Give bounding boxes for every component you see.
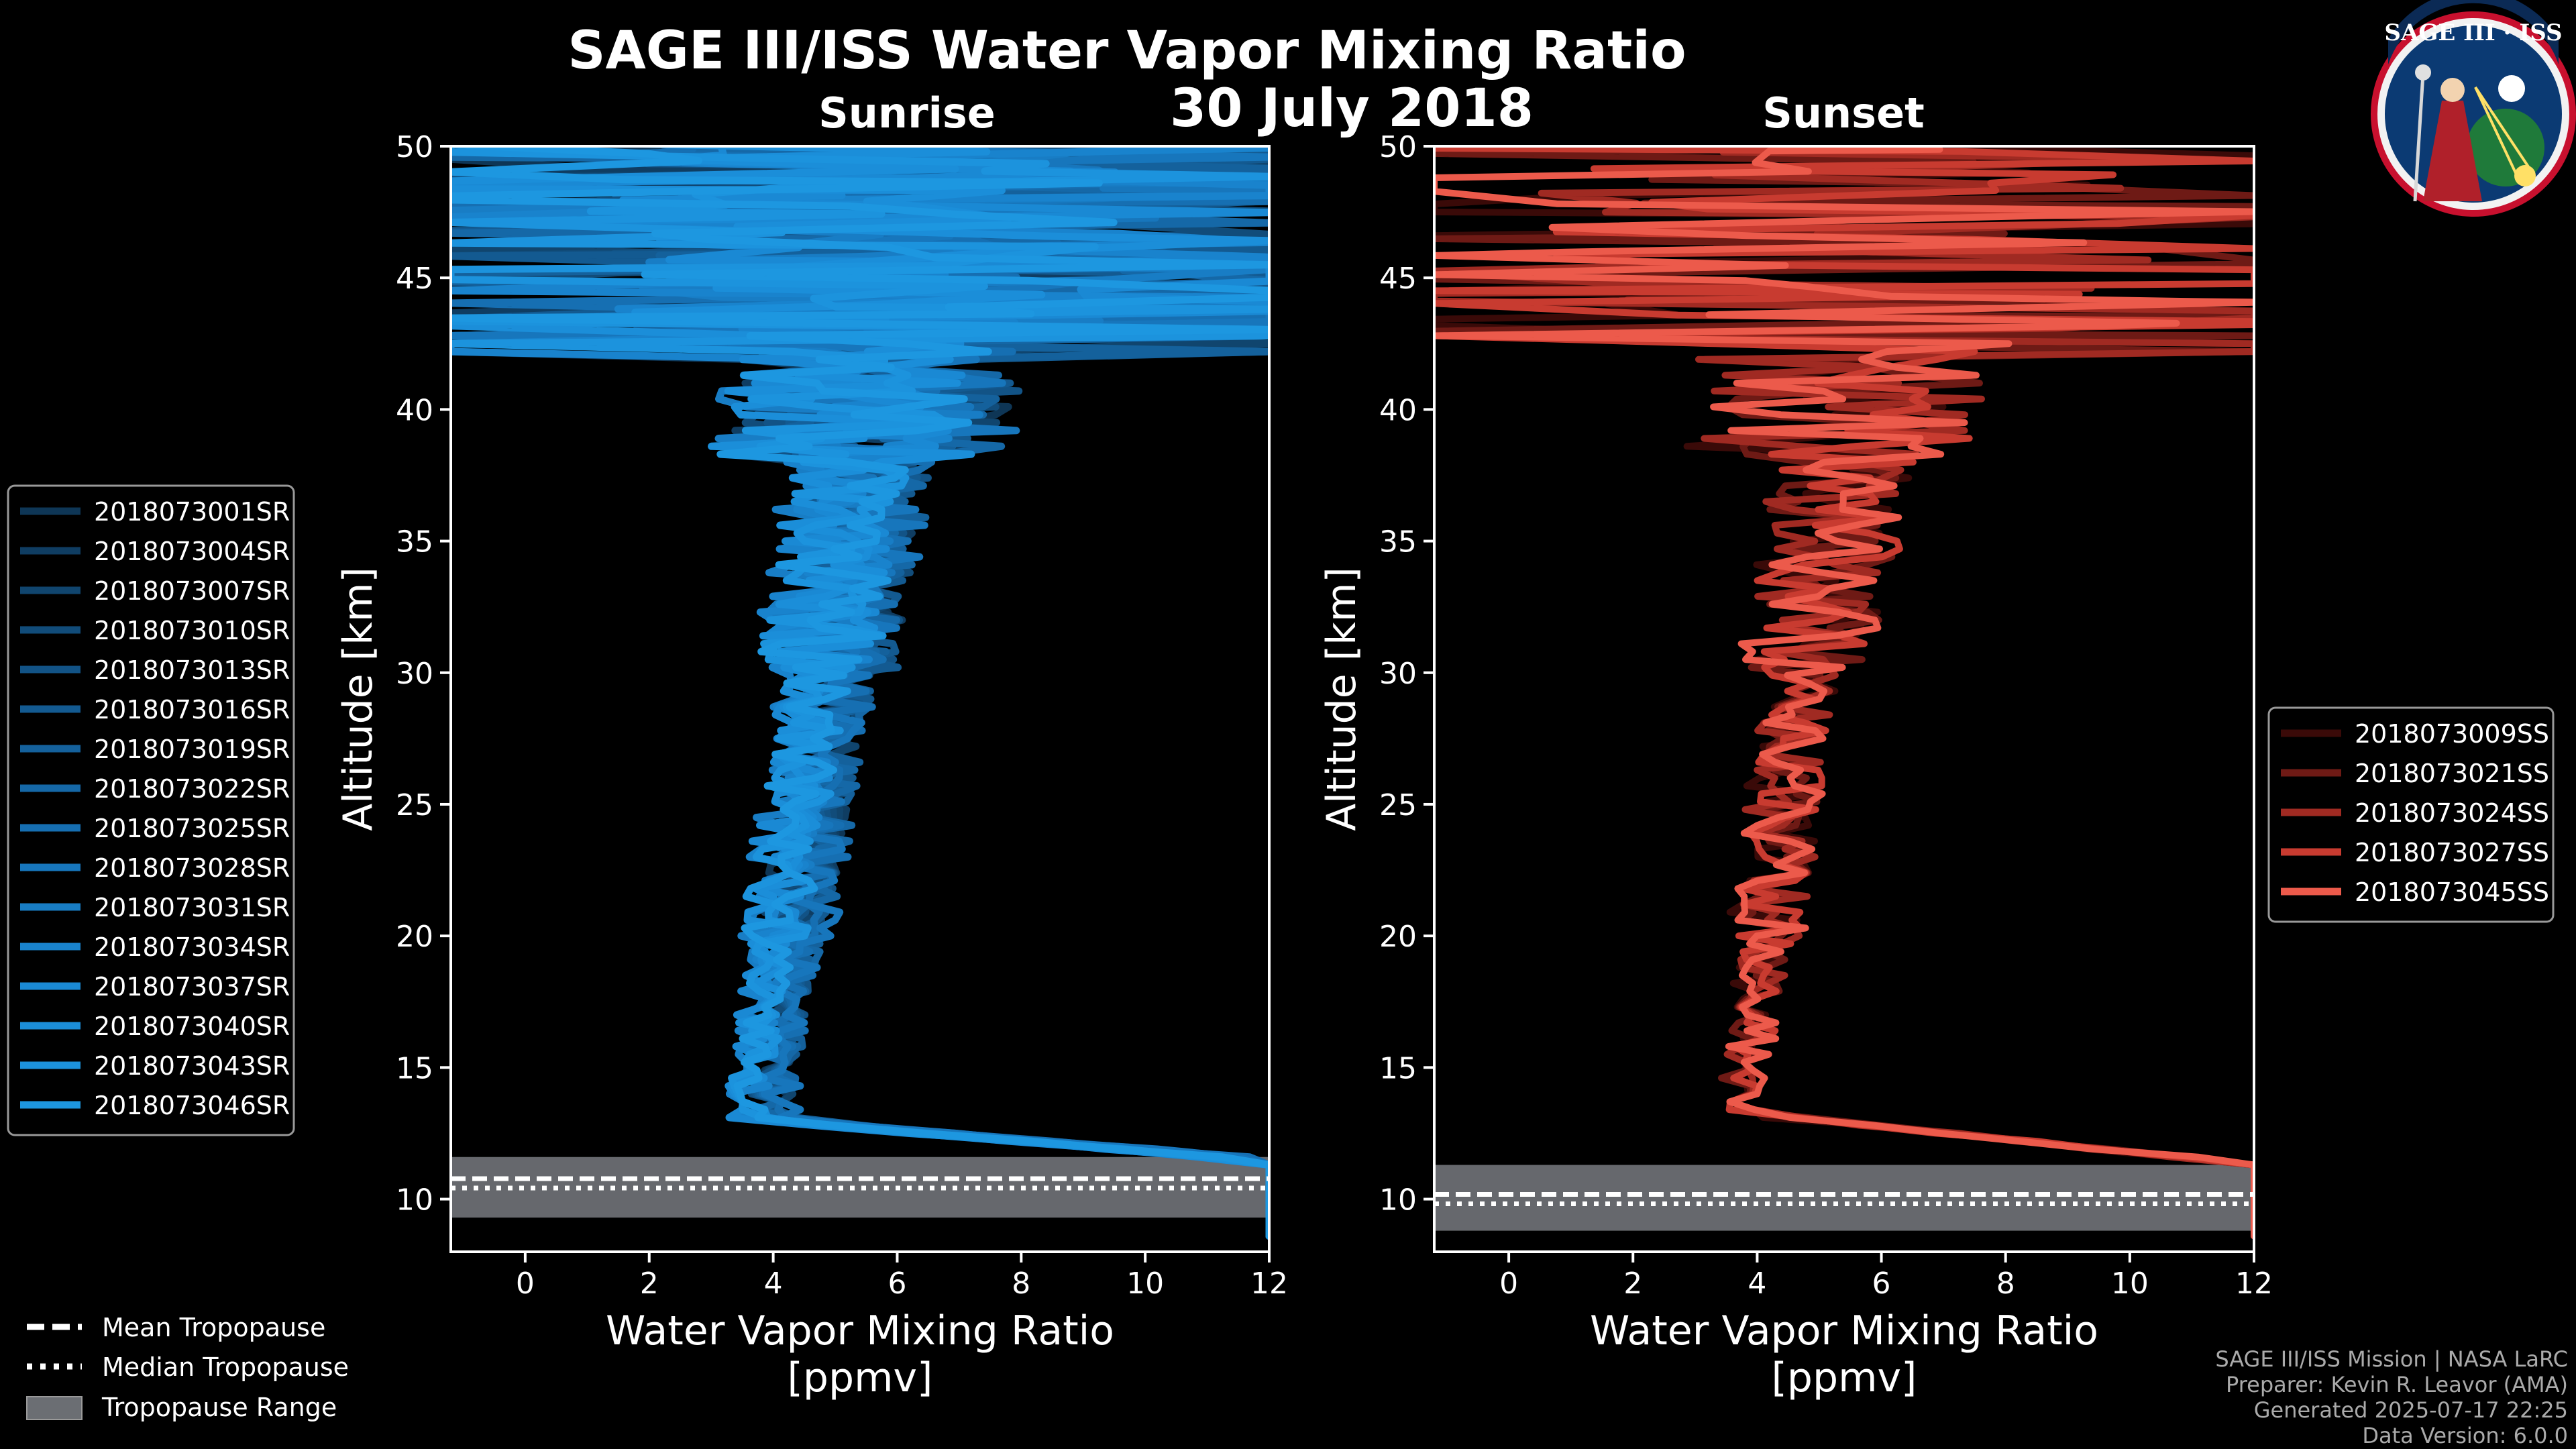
sunset-title: Sunset [1762, 89, 1925, 138]
profile-2018073040SR [451, 146, 1269, 1240]
sunset-xtick-label-6: 6 [1872, 1267, 1891, 1301]
sunrise-ytick-label-25: 25 [396, 788, 433, 822]
legend-label-2018073001SR: 2018073001SR [94, 497, 290, 527]
sunset-panel: Sunset 0 2 4 6 8 10 12 10 15 20 25 30 35 40 45 50 Water… [1318, 89, 2273, 1401]
logo-text: SAGE III · ISS [2384, 19, 2562, 46]
legend-label-2018073037SR: 2018073037SR [94, 972, 290, 1002]
sunset-xtick-label-4: 4 [1748, 1267, 1766, 1301]
sunrise-ytick-label-45: 45 [396, 262, 433, 296]
legend-label-2018073010SR: 2018073010SR [94, 616, 290, 645]
sunrise-ytick-label-50: 50 [396, 130, 433, 164]
profile-2018073046SR [451, 146, 1269, 1240]
sunrise-profiles [451, 146, 1269, 1240]
figure-title: SAGE III/ISS Water Vapor Mixing Ratio [568, 21, 1686, 81]
sunrise-legend-frame [7, 484, 295, 1136]
legend-label-2018073007SR: 2018073007SR [94, 576, 290, 606]
profile-2018073043SR [451, 146, 1269, 1240]
sunrise-ytick-label-20: 20 [396, 920, 433, 954]
sunset-ytick-label-25: 25 [1379, 788, 1417, 822]
sunset-xlabel-units: [ppmv] [1772, 1354, 1917, 1401]
sunset-xlabel: Water Vapor Mixing Ratio [1590, 1307, 2098, 1354]
mean-tropopause-label: Mean Tropopause [102, 1313, 325, 1342]
legend-label-2018073013SR: 2018073013SR [94, 655, 290, 685]
sunset-ytick-label-10: 10 [1379, 1183, 1417, 1218]
sunset-axes [1433, 145, 2255, 1253]
legend-label-2018073027SS: 2018073027SS [2355, 838, 2549, 867]
sunrise-axes [449, 145, 1271, 1253]
sunrise-xtick-label-2: 2 [640, 1267, 659, 1301]
sunset-ticks: 0 2 4 6 8 10 12 10 15 20 25 30 35 40 45 50 [1379, 130, 2273, 1301]
profile-2018073027SS [1434, 146, 2254, 1240]
legend-label-2018073043SR: 2018073043SR [94, 1051, 290, 1081]
legend-label-2018073009SS: 2018073009SS [2355, 719, 2549, 749]
legend-label-2018073045SS: 2018073045SS [2355, 877, 2549, 907]
tropopause-legend: Mean Tropopause Median Tropopause Tropop… [26, 1313, 349, 1422]
sunset-tropopause-range [1434, 1165, 2254, 1231]
sunrise-xtick-label-8: 8 [1012, 1267, 1030, 1301]
legend-label-2018073040SR: 2018073040SR [94, 1012, 290, 1041]
sunrise-panel: Sunrise 0 2 4 6 8 10 12 10 15 20 25 30 35 40 45 50 Wate… [335, 89, 1288, 1401]
legend-label-2018073022SR: 2018073022SR [94, 774, 290, 804]
legend-label-2018073028SR: 2018073028SR [94, 853, 290, 883]
sunset-xtick-label-0: 0 [1499, 1267, 1518, 1301]
profile-2018073045SS [1434, 146, 2254, 1240]
sunset-legend: 2018073009SS 2018073021SS 2018073024SS 2018… [2267, 706, 2555, 923]
legend-label-2018073019SR: 2018073019SR [94, 735, 290, 764]
sunset-ytick-label-30: 30 [1379, 657, 1417, 691]
legend-label-2018073024SS: 2018073024SS [2355, 798, 2549, 828]
sunrise-xtick-label-4: 4 [764, 1267, 783, 1301]
sunset-xtick-label-8: 8 [1996, 1267, 2015, 1301]
tropopause-range-label: Tropopause Range [101, 1393, 337, 1422]
sunrise-ylabel: Altitude [km] [335, 567, 382, 831]
sunrise-xtick-label-6: 6 [888, 1267, 906, 1301]
sunrise-ytick-label-40: 40 [396, 393, 433, 427]
sunset-ytick-label-50: 50 [1379, 130, 1417, 164]
sunrise-xlabel: Water Vapor Mixing Ratio [606, 1307, 1114, 1354]
legend-label-2018073004SR: 2018073004SR [94, 537, 290, 566]
sunrise-xtick-label-10: 10 [1126, 1267, 1164, 1301]
sunrise-ytick-label-30: 30 [396, 657, 433, 691]
legend-label-2018073034SR: 2018073034SR [94, 932, 290, 962]
footer-generated: Generated 2025-07-17 22:25 [2254, 1397, 2568, 1423]
legend-label-2018073031SR: 2018073031SR [94, 893, 290, 922]
sunrise-xtick-label-0: 0 [516, 1267, 535, 1301]
sunset-legend-frame [2267, 706, 2555, 923]
legend-label-2018073021SS: 2018073021SS [2355, 759, 2549, 788]
sunrise-xlabel-units: [ppmv] [788, 1354, 933, 1401]
sunrise-ytick-label-10: 10 [396, 1183, 433, 1218]
sunset-ytick-label-40: 40 [1379, 393, 1417, 427]
legend-label-2018073025SR: 2018073025SR [94, 814, 290, 843]
sunrise-ticks: 0 2 4 6 8 10 12 10 15 20 25 30 35 40 45 50 [396, 130, 1288, 1301]
sunset-ytick-label-45: 45 [1379, 262, 1417, 296]
sunrise-legend: 2018073001SR 2018073004SR 2018073007SR 2018… [7, 484, 295, 1136]
sunset-ylabel: Altitude [km] [1318, 567, 1365, 831]
footer-mission: SAGE III/ISS Mission | NASA LaRC [2215, 1346, 2568, 1372]
legend-label-2018073016SR: 2018073016SR [94, 695, 290, 724]
sunset-xtick-label-10: 10 [2111, 1267, 2149, 1301]
footer-preparer: Preparer: Kevin R. Leavor (AMA) [2226, 1372, 2568, 1397]
sunset-profiles [1434, 146, 2254, 1240]
sunrise-title: Sunrise [818, 89, 996, 138]
sunset-xtick-label-12: 12 [2235, 1267, 2273, 1301]
sunset-ytick-label-35: 35 [1379, 525, 1417, 559]
sunrise-xtick-label-12: 12 [1250, 1267, 1288, 1301]
sunset-ytick-label-15: 15 [1379, 1051, 1417, 1085]
footer-credits: SAGE III/ISS Mission | NASA LaRC Prepare… [2215, 1346, 2568, 1448]
sunrise-tropopause-range [451, 1157, 1269, 1218]
figure-date: 30 July 2018 [1170, 78, 1534, 139]
sage-iii-iss-logo: SAGE III · ISS [2371, 0, 2576, 217]
sunrise-ytick-label-15: 15 [396, 1051, 433, 1085]
legend-label-2018073046SR: 2018073046SR [94, 1091, 290, 1120]
sunset-ytick-label-20: 20 [1379, 920, 1417, 954]
footer-data-version: Data Version: 6.0.0 [2362, 1423, 2568, 1448]
sunrise-ytick-label-35: 35 [396, 525, 433, 559]
sunset-xtick-label-2: 2 [1623, 1267, 1642, 1301]
median-tropopause-label: Median Tropopause [102, 1352, 349, 1382]
tropopause-range-swatch [26, 1396, 83, 1420]
